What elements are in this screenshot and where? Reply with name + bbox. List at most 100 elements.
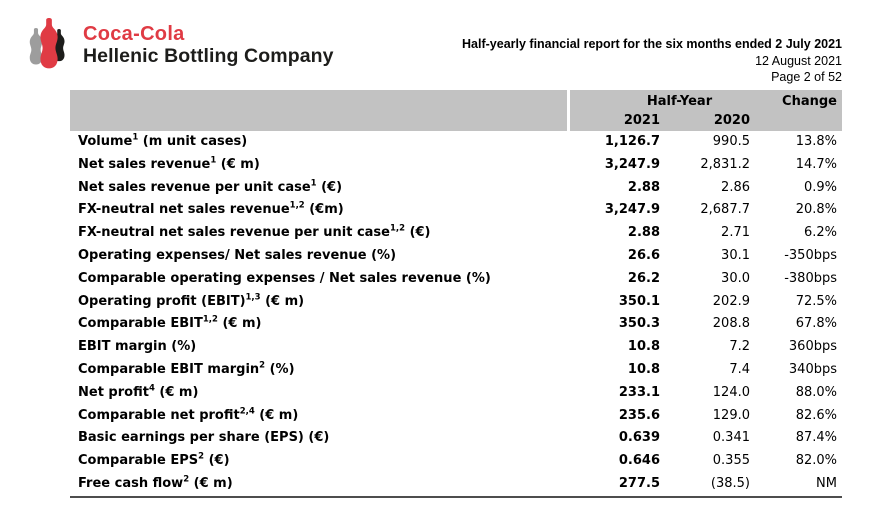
label-superscript: 1,2 — [202, 315, 218, 326]
report-date: 12 August 2021 — [755, 53, 842, 68]
table-row: Volume1 (m unit cases) 1,126.7 990.5 13.8% — [70, 131, 842, 154]
company-name: Hellenic Bottling Company — [83, 45, 334, 67]
value-change: 0.9% — [803, 179, 837, 195]
row-label: Net sales revenue per unit case1 (€) — [70, 177, 565, 200]
table-row: Basic earnings per share (EPS) (€) 0.639 0… — [70, 427, 842, 450]
row-label: Comparable EBIT1,2 (€ m) — [70, 313, 565, 336]
label-text: FX-neutral net sales revenue per unit ca… — [78, 225, 390, 241]
row-label: Comparable net profit2,4 (€ m) — [70, 405, 565, 428]
label-text: (€ m) — [217, 316, 262, 332]
value-2021: 235.6 — [618, 407, 660, 423]
value-2021: 3,247.9 — [604, 202, 660, 218]
table-row: Operating profit (EBIT)1,3 (€ m) 350.1 202… — [70, 291, 842, 314]
row-label: FX-neutral net sales revenue per unit ca… — [70, 222, 565, 245]
value-2020: 30.1 — [721, 247, 750, 263]
row-label: Free cash flow2 (€ m) — [70, 473, 565, 496]
row-label: Net sales revenue1 (€ m) — [70, 154, 565, 177]
value-2020: (38.5) — [710, 475, 750, 491]
value-2021: 0.646 — [618, 453, 660, 469]
value-2021: 26.6 — [627, 247, 660, 263]
label-text: Net profit — [78, 384, 149, 400]
label-text: (m unit cases) — [138, 134, 248, 149]
table-row: EBIT margin (%) 10.8 7.2 360bps — [70, 336, 842, 359]
value-change: 20.8% — [795, 202, 837, 218]
label-text: Volume — [78, 134, 133, 149]
value-change: NM — [816, 475, 837, 491]
value-2020: 2.71 — [721, 225, 750, 241]
row-label: Basic earnings per share (EPS) (€) — [70, 427, 565, 450]
value-2020: 7.2 — [729, 339, 750, 355]
label-superscript: 2 — [183, 474, 190, 485]
label-text: (€ m) — [154, 384, 199, 400]
table-row: Comparable EPS2 (€) 0.646 0.355 82.0% — [70, 450, 842, 473]
brand-text: Coca-Cola Hellenic Bottling Company — [83, 16, 334, 68]
label-text: Comparable net profit — [78, 407, 240, 423]
value-2021: 10.8 — [627, 339, 660, 355]
label-text: Comparable EBIT margin — [78, 361, 260, 377]
table-row: Free cash flow2 (€ m) 277.5 (38.5) NM — [70, 473, 842, 496]
label-text: EBIT margin (%) — [78, 339, 197, 355]
value-change: 360bps — [788, 339, 837, 355]
value-2020: 208.8 — [712, 316, 750, 332]
table-row: FX-neutral net sales revenue1,2 (€m) 3,24… — [70, 199, 842, 222]
label-superscript: 2 — [198, 451, 205, 462]
bottle-red-icon — [40, 18, 58, 69]
column-2020: 2020 — [713, 113, 750, 128]
row-label: Operating expenses/ Net sales revenue (%… — [70, 245, 565, 268]
label-text: (€ m) — [216, 156, 260, 172]
value-2021: 350.1 — [618, 293, 660, 309]
column-2021: 2021 — [623, 113, 660, 128]
label-superscript: 1 — [132, 132, 139, 143]
label-superscript: 4 — [148, 383, 155, 394]
row-label: Operating profit (EBIT)1,3 (€ m) — [70, 291, 565, 314]
logo: Coca-Cola Hellenic Bottling Company — [28, 16, 334, 74]
table-header: Half-Year Change 2021 2020 — [70, 90, 842, 131]
document-header: Half-yearly financial report for the six… — [462, 36, 842, 86]
label-text: Comparable EBIT — [78, 316, 203, 332]
value-2020: 2,831.2 — [700, 156, 750, 172]
bottle-gray-icon — [29, 28, 43, 65]
label-superscript: 1 — [210, 155, 217, 166]
table-row: Net profit4 (€ m) 233.1 124.0 88.0% — [70, 382, 842, 405]
label-text: (€ m) — [254, 407, 299, 423]
value-2021: 277.5 — [618, 475, 660, 491]
label-superscript: 1,2 — [389, 223, 406, 234]
value-change: 67.8% — [795, 316, 837, 332]
value-2020: 129.0 — [712, 407, 750, 423]
value-2020: 2,687.7 — [700, 202, 750, 218]
value-change: 82.6% — [795, 407, 837, 423]
value-2021: 233.1 — [618, 384, 660, 400]
row-label: Comparable EBIT margin2 (%) — [70, 359, 565, 382]
label-text: (€) — [316, 179, 343, 195]
label-text: Net sales revenue per unit case — [78, 179, 311, 195]
label-text: FX-neutral net sales revenue — [78, 202, 290, 218]
value-change: 340bps — [788, 361, 837, 377]
value-2020: 990.5 — [712, 134, 750, 149]
table-row: Comparable EBIT margin2 (%) 10.8 7.4 340bps — [70, 359, 842, 382]
row-label: Volume1 (m unit cases) — [70, 131, 565, 154]
label-superscript: 1,3 — [245, 292, 261, 303]
row-label: FX-neutral net sales revenue1,2 (€m) — [70, 199, 565, 222]
label-text: Comparable EPS — [78, 453, 199, 469]
report-title: Half-yearly financial report for the six… — [462, 37, 842, 51]
label-text: (%) — [265, 361, 295, 377]
bottles-logo-icon — [29, 18, 65, 69]
label-text: Free cash flow — [78, 475, 184, 491]
value-2021: 26.2 — [627, 270, 660, 286]
value-2020: 7.4 — [729, 361, 750, 377]
row-label: Comparable EPS2 (€) — [70, 450, 565, 473]
page-number: Page 2 of 52 — [771, 70, 842, 84]
value-2021: 1,126.7 — [604, 134, 660, 149]
financials-table: Half-Year Change 2021 2020 Volume1 (m un… — [70, 90, 842, 498]
value-2020: 30.0 — [721, 270, 750, 286]
label-text: (€ m) — [189, 475, 233, 491]
label-text: (€) — [405, 225, 431, 241]
row-label: Net profit4 (€ m) — [70, 382, 565, 405]
value-change: 88.0% — [795, 384, 837, 400]
value-change: -350bps — [784, 247, 837, 263]
label-superscript: 1,2 — [289, 201, 305, 212]
label-superscript: 2,4 — [239, 406, 255, 417]
value-change: -380bps — [784, 270, 837, 286]
value-2021: 0.639 — [618, 430, 660, 446]
